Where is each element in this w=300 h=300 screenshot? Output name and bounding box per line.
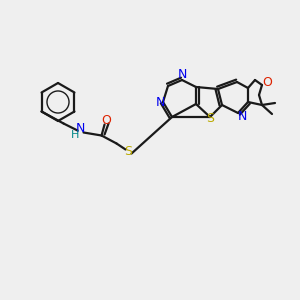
Text: S: S <box>206 112 214 125</box>
Text: H: H <box>71 130 80 140</box>
Text: N: N <box>237 110 247 122</box>
Text: N: N <box>177 68 187 82</box>
Text: O: O <box>102 114 112 127</box>
Text: S: S <box>124 145 133 158</box>
Text: N: N <box>76 122 85 135</box>
Text: O: O <box>262 76 272 89</box>
Text: N: N <box>155 95 165 109</box>
